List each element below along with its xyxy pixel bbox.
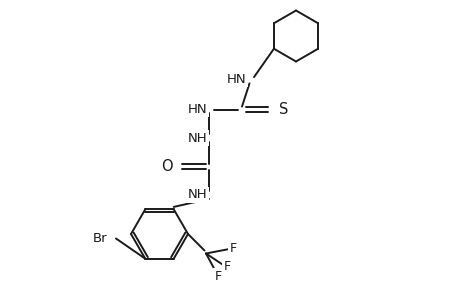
Text: O: O [161,159,173,174]
Text: HN: HN [187,103,207,116]
Text: F: F [229,242,236,256]
Text: NH: NH [187,131,207,145]
Text: Br: Br [92,232,107,245]
Text: NH: NH [187,188,207,202]
Text: S: S [278,102,287,117]
Text: HN: HN [226,73,246,86]
Text: F: F [223,260,230,274]
Text: F: F [214,269,221,283]
